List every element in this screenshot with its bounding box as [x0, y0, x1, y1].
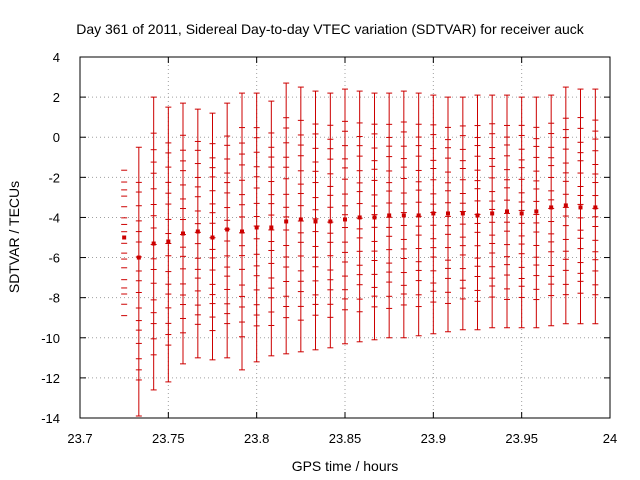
data-point: [313, 219, 318, 224]
x-tick-label: 23.95: [505, 431, 538, 446]
axis-ticks: [79, 56, 611, 419]
y-tick-label: 0: [53, 130, 60, 145]
error-bar: [371, 92, 378, 341]
x-tick-label: 23.75: [152, 431, 185, 446]
x-tick-label: 24: [603, 431, 617, 446]
data-point: [505, 209, 510, 214]
data-point: [401, 213, 406, 218]
x-axis-label: GPS time / hours: [292, 458, 399, 474]
data-point: [490, 211, 495, 216]
error-bar: [577, 88, 584, 325]
y-tick-labels: -14 -12 -10 -8 -6 -4 -2 0 2 4: [41, 50, 60, 426]
data-point: [534, 209, 539, 214]
data-point: [136, 255, 141, 260]
y-tick-label: -2: [48, 170, 60, 185]
error-bars: [121, 82, 599, 417]
error-bar: [444, 96, 451, 333]
x-tick-label: 23.9: [421, 431, 446, 446]
error-bar: [489, 94, 496, 329]
data-point: [210, 235, 215, 240]
data-point: [180, 231, 185, 236]
y-tick-label: 4: [53, 50, 60, 65]
error-bar: [179, 102, 186, 365]
error-bar: [224, 102, 231, 359]
error-bar: [430, 94, 437, 335]
y-tick-label: -10: [41, 331, 60, 346]
error-bar: [297, 86, 304, 353]
error-bar: [400, 90, 407, 339]
error-bar: [312, 90, 319, 351]
data-point: [225, 227, 230, 232]
error-bar: [474, 94, 481, 331]
error-bar: [165, 106, 172, 383]
error-bar: [268, 100, 275, 357]
x-tick-labels: 23.7 23.75 23.8 23.85 23.9 23.95 24: [67, 431, 617, 446]
y-tick-label: 2: [53, 90, 60, 105]
data-point: [240, 229, 245, 234]
error-bar: [459, 96, 466, 331]
data-point: [284, 219, 289, 224]
error-bar: [356, 90, 363, 343]
error-bar: [121, 169, 128, 317]
data-point: [254, 225, 259, 230]
data-point: [343, 217, 347, 222]
y-tick-label: -12: [41, 371, 60, 386]
error-bar: [562, 86, 569, 325]
x-tick-label: 23.85: [329, 431, 362, 446]
x-tick-label: 23.8: [244, 431, 269, 446]
error-bar: [194, 108, 201, 359]
error-bar: [518, 96, 525, 329]
error-bar: [283, 82, 290, 355]
error-bar: [548, 94, 555, 327]
error-bar: [135, 146, 142, 417]
data-point: [122, 235, 127, 240]
error-bar: [150, 96, 157, 391]
data-point: [445, 211, 450, 216]
data-point: [475, 213, 480, 218]
data-point: [549, 205, 554, 210]
error-bar: [342, 88, 348, 345]
data-point: [431, 211, 436, 216]
data-point: [357, 215, 362, 220]
data-point: [372, 215, 377, 220]
data-point: [166, 239, 171, 244]
data-point: [416, 213, 421, 218]
data-point: [578, 205, 583, 210]
error-bar: [209, 112, 216, 361]
error-bar: [504, 94, 511, 329]
data-point: [387, 213, 392, 218]
data-point: [328, 219, 333, 224]
x-tick-label: 23.7: [67, 431, 92, 446]
error-bar: [386, 92, 393, 339]
error-bar: [239, 92, 246, 371]
error-bar: [415, 92, 422, 337]
data-point: [519, 211, 524, 216]
y-tick-label: -4: [48, 210, 60, 225]
error-bar: [533, 96, 540, 329]
chart-title: Day 361 of 2011, Sidereal Day-to-day VTE…: [76, 21, 585, 37]
y-tick-label: -6: [48, 251, 60, 266]
data-point: [593, 205, 598, 210]
data-point: [563, 203, 568, 208]
y-axis-label: SDTVAR / TECUs: [6, 181, 22, 293]
error-bar: [253, 92, 260, 363]
y-tick-label: -8: [48, 291, 60, 306]
y-tick-label: -14: [41, 411, 60, 426]
error-bar: [327, 92, 334, 349]
data-point: [298, 217, 303, 222]
data-point: [151, 241, 156, 246]
data-point: [195, 229, 200, 234]
data-point: [460, 211, 465, 216]
data-point: [269, 225, 274, 230]
error-bar: [592, 88, 599, 325]
